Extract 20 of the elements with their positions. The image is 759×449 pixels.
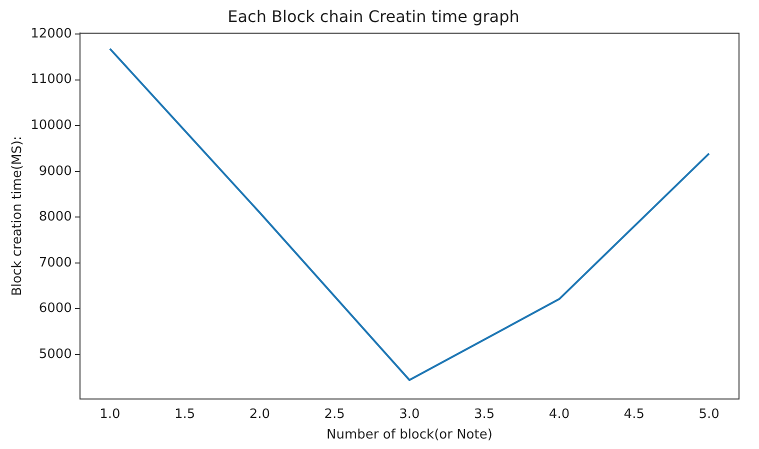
x-tick-label: 4.0 <box>548 406 570 422</box>
y-tick-label: 9000 <box>38 164 72 179</box>
y-tick-label: 8000 <box>38 210 72 225</box>
y-tick-label: 10000 <box>30 118 72 134</box>
x-tick-label: 3.5 <box>474 406 495 422</box>
x-tick-label: 1.5 <box>174 406 196 422</box>
x-tick-label: 4.5 <box>624 406 644 422</box>
chart-title: Each Block chain Creatin time graph <box>228 6 520 26</box>
x-tick-label: 5.0 <box>698 406 720 422</box>
y-tick-label: 7000 <box>38 255 72 270</box>
x-tick-label: 2.0 <box>249 406 270 422</box>
x-axis-title: Number of block(or Note) <box>326 428 492 443</box>
y-tick-label: 11000 <box>30 72 72 88</box>
x-tick-label: 2.5 <box>324 406 345 422</box>
y-axis-title: Block creation time(MS): <box>10 136 26 296</box>
x-tick-label: 3.0 <box>399 406 420 422</box>
x-tick-label: 1.0 <box>100 406 120 422</box>
y-tick-label: 5000 <box>38 346 72 362</box>
y-tick-label: 12000 <box>30 26 72 42</box>
y-tick-label: 6000 <box>38 301 72 316</box>
